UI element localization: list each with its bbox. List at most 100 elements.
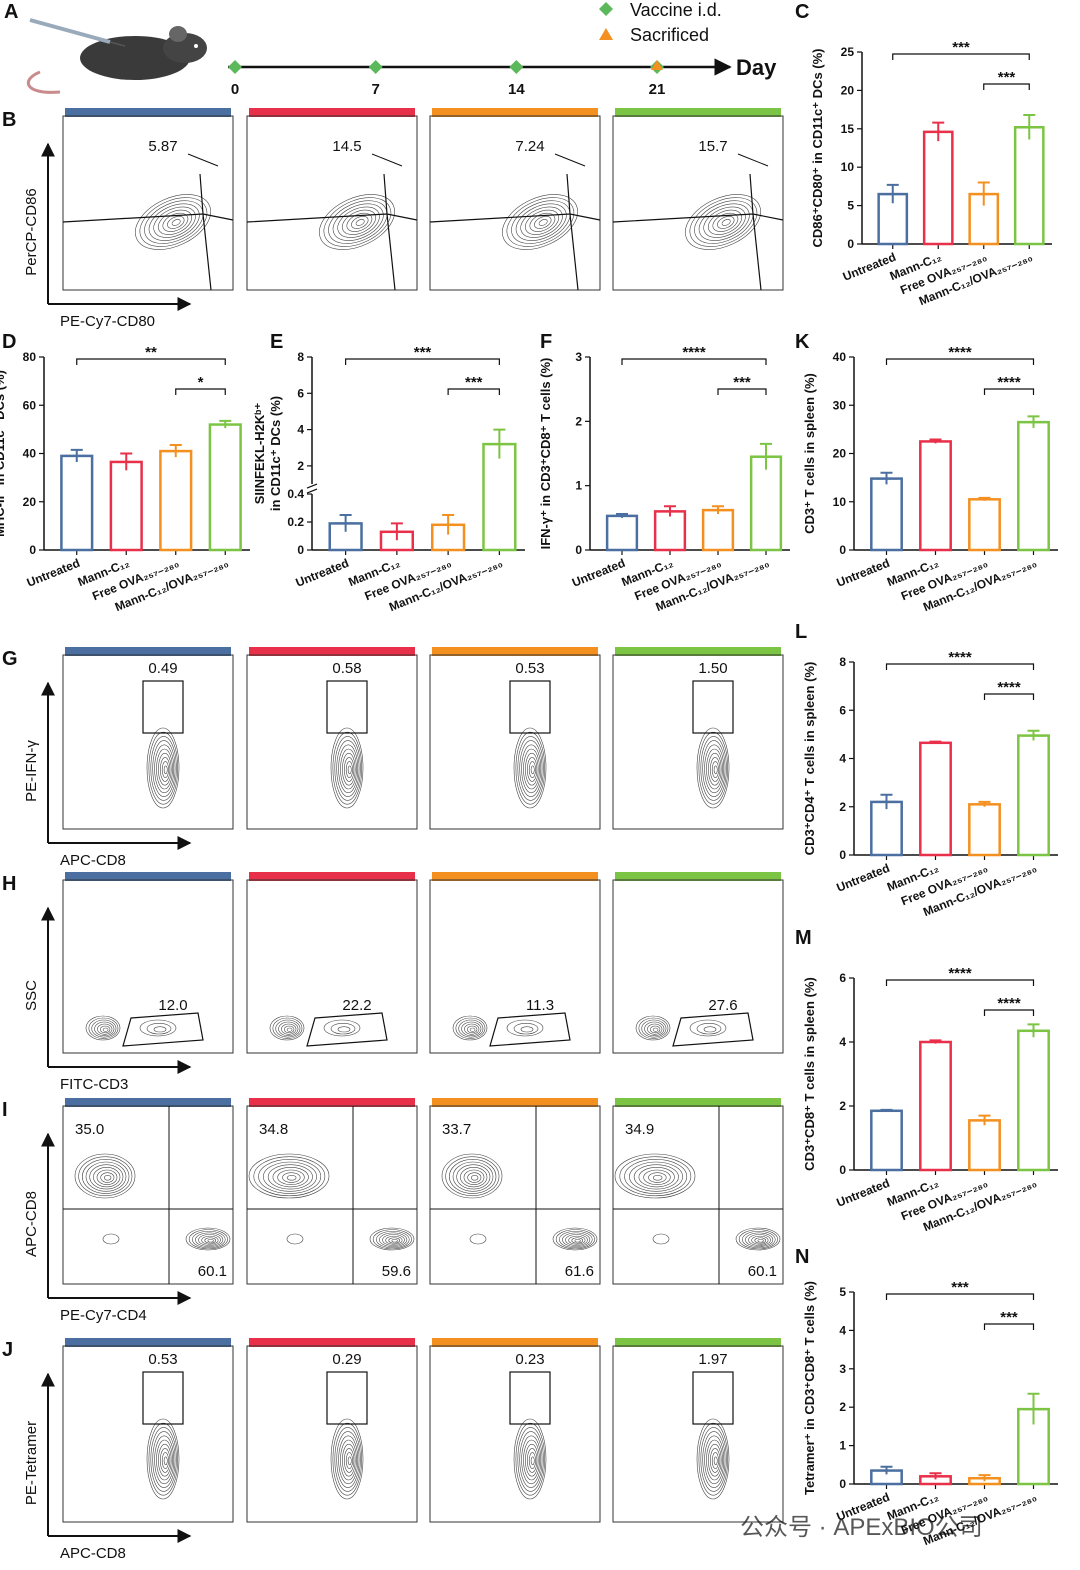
gate-value: 60.1 <box>198 1263 227 1280</box>
x-axis-label: FITC-CD3 <box>60 1076 128 1093</box>
x-tick-label: Untreated <box>570 556 627 590</box>
gate-value: 22.2 <box>342 997 371 1014</box>
significance-label: ** <box>145 344 157 361</box>
bar <box>870 800 903 857</box>
gate-line <box>246 173 418 291</box>
y-tick-label: 0 <box>29 543 36 557</box>
significance-bracket <box>175 388 226 395</box>
contour-line <box>351 216 369 229</box>
group-strip <box>432 108 598 117</box>
contour-line <box>275 1019 301 1038</box>
significance-bracket <box>717 388 767 395</box>
contour-line <box>344 757 355 782</box>
contour-line <box>158 1443 172 1477</box>
error-bar <box>875 1465 898 1475</box>
panel-label: G <box>2 648 18 670</box>
day-label: 14 <box>508 81 525 98</box>
significance-label: **** <box>682 344 706 361</box>
y-tick-label: 30 <box>833 398 847 412</box>
panel-label: M <box>795 927 812 949</box>
x-axis-label: PE-Cy7-CD80 <box>60 313 155 330</box>
bar <box>701 508 735 552</box>
y-tick-label: 0 <box>839 1163 846 1177</box>
panel-label: J <box>2 1339 13 1361</box>
contour-line <box>467 1172 482 1183</box>
bar <box>1013 126 1045 246</box>
contour-line <box>704 744 725 794</box>
contour-line <box>148 1422 179 1496</box>
contour-line <box>702 740 726 797</box>
contour-line <box>379 1232 408 1247</box>
contour-line <box>721 219 731 226</box>
contour-line <box>332 203 384 241</box>
gate-value: 15.7 <box>698 138 727 155</box>
significance-bracket <box>345 358 500 365</box>
panel-label: A <box>4 1 18 23</box>
vaccine-marker <box>509 60 524 74</box>
y-axis-label: PE-IFN-γ <box>23 740 40 802</box>
mouse-illustration <box>27 18 207 94</box>
contour-line <box>163 765 168 775</box>
gate-value: 33.7 <box>442 1121 471 1138</box>
contour-line <box>154 1435 175 1485</box>
contour-line <box>161 761 169 778</box>
error-bar <box>924 1472 947 1480</box>
contour-line <box>530 1456 535 1466</box>
error-bar <box>1022 729 1045 741</box>
contour-line <box>338 744 359 794</box>
contour-line <box>523 748 540 790</box>
contour-line <box>745 1232 774 1247</box>
significance-label: *** <box>951 1279 969 1296</box>
contour-line <box>204 1237 217 1244</box>
error-bar <box>1019 113 1040 140</box>
contour-line <box>452 1161 494 1192</box>
contour-line <box>458 1019 484 1038</box>
gate-value: 12.0 <box>158 997 187 1014</box>
contour-line <box>506 197 575 247</box>
contour-line <box>323 1019 361 1037</box>
gate-value: 34.8 <box>259 1121 288 1138</box>
contour-line <box>198 1234 221 1246</box>
significance-bracket <box>983 1009 1035 1016</box>
contour-line <box>375 1230 410 1249</box>
contour-line <box>167 216 185 229</box>
group-strip <box>249 1098 415 1107</box>
error-bar <box>334 514 357 532</box>
gate-value: 0.53 <box>148 1351 177 1368</box>
gate-pointer <box>371 153 403 167</box>
gate-value: 0.29 <box>332 1351 361 1368</box>
plot-frame <box>612 879 784 1054</box>
gate-box <box>509 680 551 734</box>
bar <box>968 803 1001 857</box>
gate-polygon <box>489 1012 571 1047</box>
bar <box>922 130 954 246</box>
contour-line <box>528 1452 536 1469</box>
error-bar <box>882 183 903 204</box>
bar <box>749 455 783 552</box>
contour-line <box>471 1175 479 1181</box>
contour-line <box>253 1156 326 1197</box>
contour-line <box>452 1015 488 1041</box>
contour-line <box>369 1227 415 1251</box>
contour-line <box>334 736 361 801</box>
contour-line <box>520 206 563 238</box>
significance-bracket <box>983 388 1035 395</box>
y-tick-label: 4 <box>839 752 846 766</box>
contour-line <box>332 1422 362 1496</box>
significance-label: *** <box>465 374 483 391</box>
bar <box>919 1040 952 1172</box>
error-bar <box>973 800 996 807</box>
significance-label: *** <box>1000 1309 1018 1326</box>
contour-line <box>521 1435 542 1485</box>
legend-label: Sacrificed <box>630 25 709 45</box>
contour-line <box>711 761 719 778</box>
contour-line <box>633 1164 679 1190</box>
y-axis-label: CD3⁺ T cells in spleen (%) <box>802 373 817 534</box>
error-bar <box>973 181 994 206</box>
contour-line <box>689 197 758 247</box>
contour-line <box>652 1027 659 1032</box>
contour-line <box>153 1026 167 1033</box>
contour-line <box>521 744 542 794</box>
significance-bracket <box>447 388 500 395</box>
contour-line <box>207 1239 214 1243</box>
